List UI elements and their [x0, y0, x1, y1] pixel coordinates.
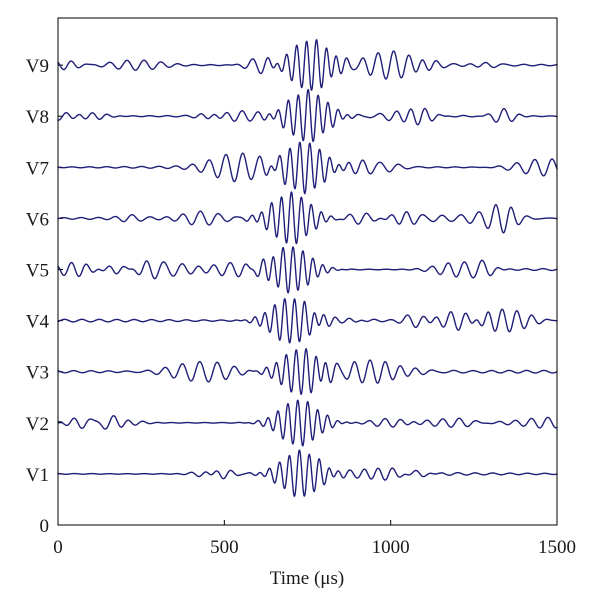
y-tick-label: V9 [26, 56, 49, 77]
y-tick-label: V5 [26, 261, 49, 282]
plot-area-frame [57, 17, 558, 526]
y-tick-label: V2 [26, 414, 49, 435]
y-axis-ticks: 0 V1 V2 V3 V4 V5 V6 V7 V8 V9 [26, 56, 63, 537]
trace-v7 [57, 141, 558, 195]
y-tick-label: V7 [26, 158, 49, 179]
trace-v3 [57, 348, 558, 395]
waveform-traces [57, 39, 558, 497]
trace-v4 [57, 298, 558, 344]
x-axis-ticks: 0 500 1000 1500 [53, 520, 576, 558]
y-tick-label: V3 [26, 363, 49, 384]
x-tick-label: 1500 [538, 537, 576, 558]
y-tick-label: V1 [26, 465, 49, 486]
y-tick-label: V6 [26, 209, 49, 230]
trace-v2 [57, 399, 558, 447]
x-tick-label: 0 [53, 537, 63, 558]
y-tick-label: V8 [26, 107, 49, 128]
trace-v5 [57, 246, 558, 294]
x-axis-label: Time (μs) [270, 568, 344, 589]
trace-v9 [57, 39, 558, 91]
trace-v8 [57, 88, 558, 143]
trace-v6 [57, 191, 558, 245]
y-tick-label: V4 [26, 312, 50, 333]
y-tick-label: 0 [40, 516, 50, 537]
x-tick-label: 1000 [372, 537, 410, 558]
trace-v1 [57, 449, 558, 497]
x-tick-label: 500 [210, 537, 239, 558]
